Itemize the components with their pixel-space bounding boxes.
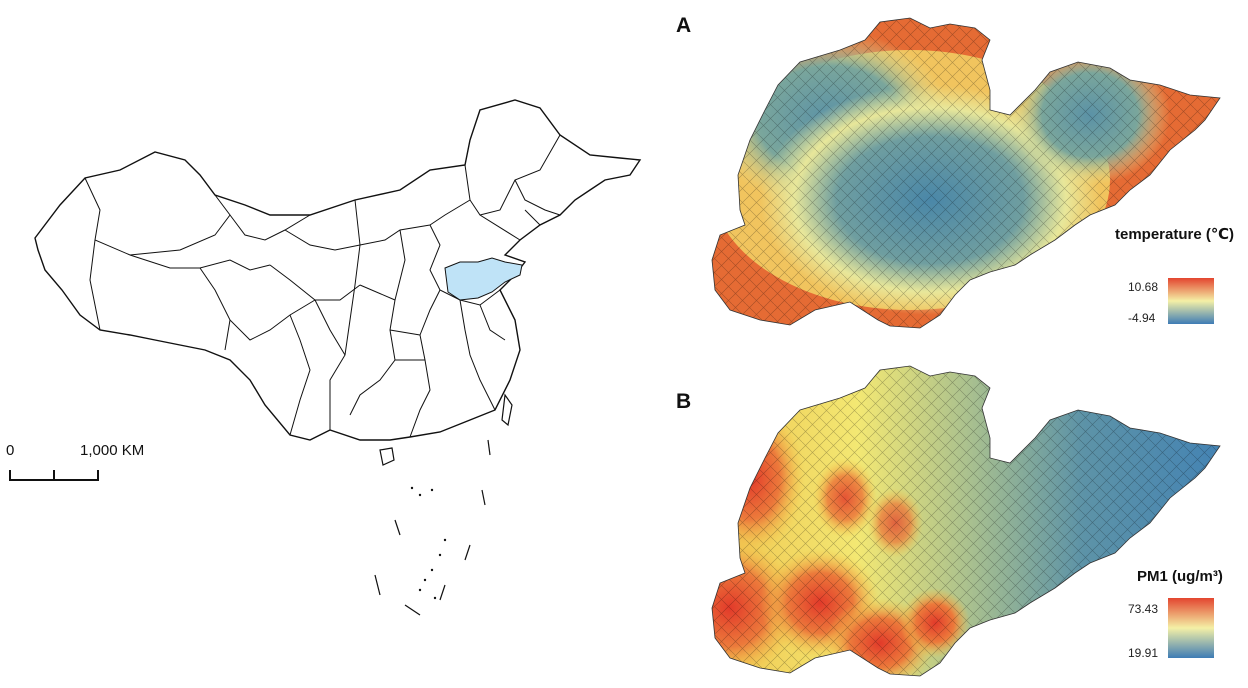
pm1-legend-max: 73.43: [1128, 602, 1159, 616]
china-map: [9, 99, 642, 616]
scale-distance-label: 1,000 KM: [80, 442, 145, 459]
scale-zero-label: 0: [6, 442, 15, 459]
islands: [374, 393, 513, 616]
pm1-legend-min: 19.91: [1128, 646, 1159, 660]
pm1-legend-title: PM1 (ug/m³): [1137, 568, 1223, 585]
province-boundaries: [84, 134, 561, 438]
pm1-color-scale: [1168, 598, 1214, 658]
scale-bar: [9, 470, 99, 481]
panel-b-label: B: [676, 390, 692, 413]
china-outline: [34, 99, 642, 441]
panel-b-pm1-map: [711, 365, 1221, 677]
island-dots: [410, 486, 447, 600]
temperature-legend-title: temperature (℃): [1115, 226, 1235, 243]
panel-a-label: A: [676, 14, 692, 37]
shandong-province: [444, 257, 523, 301]
panel-a-temperature-map: [711, 17, 1221, 329]
temperature-legend-min: -4.94: [1128, 311, 1156, 325]
temperature-legend-max: 10.68: [1128, 280, 1159, 294]
temperature-color-scale: [1168, 278, 1214, 324]
